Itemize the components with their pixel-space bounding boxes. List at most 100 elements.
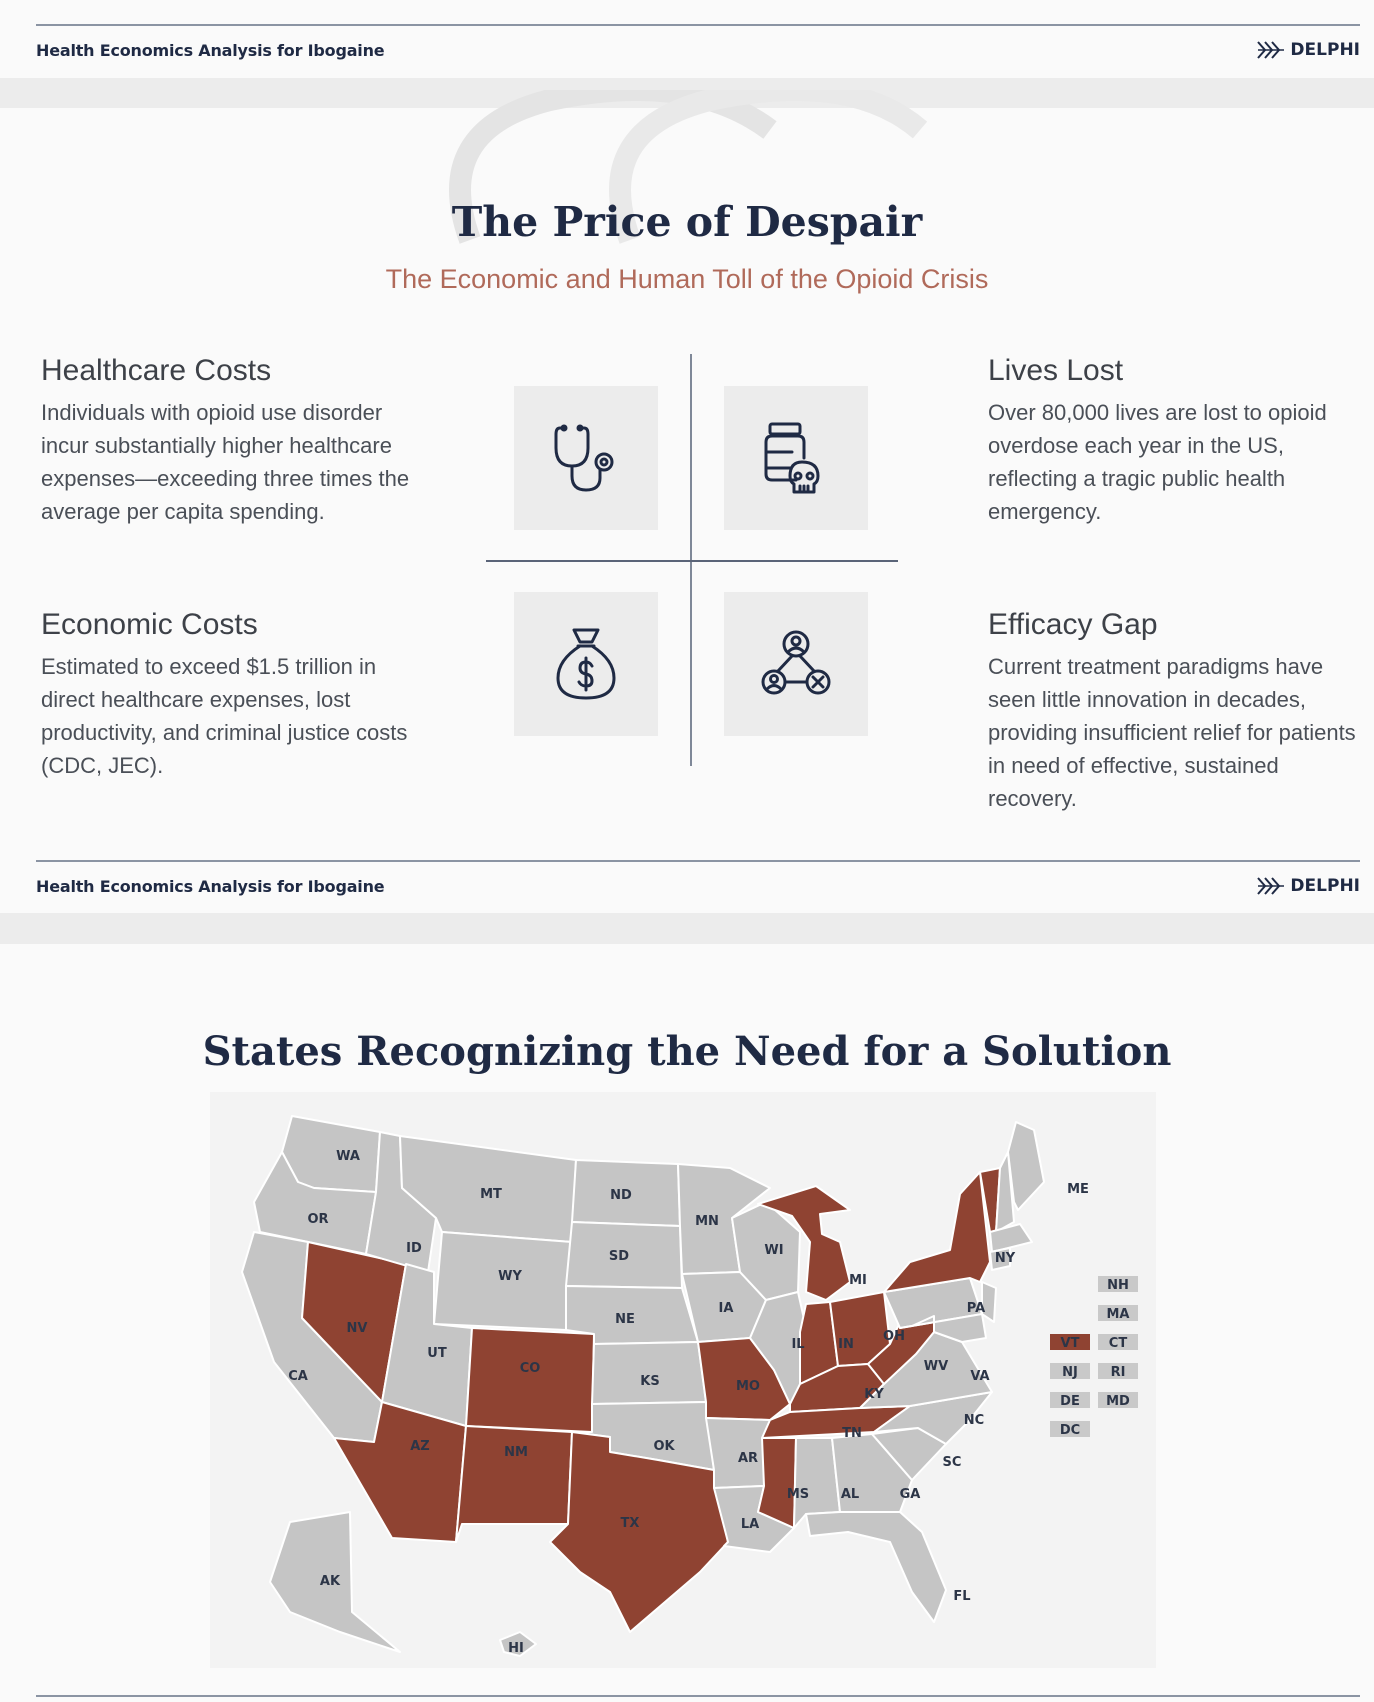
page-header-partial xyxy=(36,1695,1360,1702)
small-state-label-MA: MA xyxy=(1107,1307,1130,1322)
small-state-label-RI: RI xyxy=(1111,1365,1126,1380)
decorative-ring-icon xyxy=(449,90,928,244)
document-label: Health Economics Analysis for Ibogaine xyxy=(36,40,385,60)
small-state-box-NH[interactable] xyxy=(1098,1276,1138,1292)
chevrons-logo-icon xyxy=(1257,877,1285,895)
block-text: Current treatment paradigms have seen li… xyxy=(988,654,1356,811)
state-label-MI: MI xyxy=(849,1273,867,1288)
state-label-NY: NY xyxy=(995,1251,1016,1266)
state-AK[interactable] xyxy=(269,1511,401,1653)
state-label-UT: UT xyxy=(427,1346,447,1361)
state-NJ[interactable] xyxy=(981,1281,997,1323)
slide-title: The Price of Despair xyxy=(451,198,923,246)
state-label-MO: MO xyxy=(736,1379,760,1394)
state-ME[interactable] xyxy=(1007,1121,1045,1211)
lives-lost-block: Lives Lost Over 80,000 lives are lost to… xyxy=(988,354,1358,528)
us-map-svg: WA OR CA NV ID MT WY UT CO AZ NM ND SD N… xyxy=(241,1115,1138,1657)
state-label-IN: IN xyxy=(838,1337,854,1352)
state-label-OK: OK xyxy=(653,1439,675,1454)
money-bag-icon xyxy=(556,628,616,700)
small-state-box-MD[interactable] xyxy=(1098,1392,1138,1408)
state-label-ME: ME xyxy=(1067,1182,1089,1197)
small-state-box-RI[interactable] xyxy=(1098,1363,1138,1379)
state-label-SD: SD xyxy=(609,1249,629,1264)
state-MI[interactable] xyxy=(757,1185,851,1301)
slide-subtitle: The Economic and Human Toll of the Opioi… xyxy=(385,264,989,294)
icon-tile-lives-lost xyxy=(724,386,868,530)
state-MD[interactable] xyxy=(899,1313,987,1343)
slide-price-of-despair xyxy=(0,108,1374,846)
icon-tile-efficacy xyxy=(724,592,868,736)
state-label-TN: TN xyxy=(842,1426,862,1441)
state-HI[interactable] xyxy=(499,1631,537,1657)
slide-title: States Recognizing the Need for a Soluti… xyxy=(202,1028,1172,1075)
state-label-AL: AL xyxy=(841,1487,859,1502)
state-label-HI: HI xyxy=(508,1641,524,1656)
state-label-TX: TX xyxy=(621,1516,640,1531)
network-people-x-icon xyxy=(761,630,831,695)
state-label-WA: WA xyxy=(336,1149,360,1164)
small-state-box-DE[interactable] xyxy=(1050,1392,1090,1408)
state-label-KS: KS xyxy=(640,1374,659,1389)
state-label-WI: WI xyxy=(764,1243,783,1258)
small-state-box-DC[interactable] xyxy=(1050,1421,1090,1437)
small-state-box-CT[interactable] xyxy=(1098,1334,1138,1350)
small-state-label-MD: MD xyxy=(1106,1394,1130,1409)
state-label-AR: AR xyxy=(738,1451,758,1466)
brand-logo: DELPHI xyxy=(1256,39,1360,61)
state-MA[interactable] xyxy=(989,1223,1033,1253)
state-NY[interactable] xyxy=(883,1171,991,1293)
state-label-NM: NM xyxy=(504,1445,528,1460)
page-header: Health Economics Analysis for Ibogaine D… xyxy=(36,24,1360,74)
state-CT[interactable] xyxy=(989,1247,1011,1271)
state-label-OH: OH xyxy=(883,1329,905,1344)
block-heading: Economic Costs xyxy=(41,608,258,641)
block-heading: Healthcare Costs xyxy=(41,354,272,387)
small-state-label-DC: DC xyxy=(1060,1423,1080,1438)
economic-costs-block: Economic Costs Estimated to exceed $1.5 … xyxy=(41,608,431,782)
medicine-bottle-skull-icon xyxy=(764,422,820,494)
block-heading: Lives Lost xyxy=(988,354,1124,387)
state-GA[interactable] xyxy=(831,1433,913,1513)
brand-name: DELPHI xyxy=(1290,876,1360,896)
page-header: Health Economics Analysis for Ibogaine D… xyxy=(36,860,1360,910)
small-state-box-VT[interactable] xyxy=(1050,1334,1090,1350)
us-states-map: WA OR CA NV ID MT WY UT CO AZ NM ND SD N… xyxy=(210,1092,1156,1668)
state-TX[interactable] xyxy=(549,1431,729,1633)
stethoscope-icon xyxy=(554,424,614,492)
top-strip xyxy=(0,0,1374,78)
state-NM[interactable] xyxy=(455,1425,573,1543)
small-state-box-MA[interactable] xyxy=(1098,1305,1138,1321)
small-state-box-NJ[interactable] xyxy=(1050,1363,1090,1379)
state-label-OR: OR xyxy=(307,1212,328,1227)
state-FL[interactable] xyxy=(805,1511,947,1623)
small-state-label-NJ: NJ xyxy=(1062,1365,1078,1380)
state-label-NV: NV xyxy=(347,1321,368,1336)
state-label-MT: MT xyxy=(480,1187,502,1202)
block-text: Individuals with opioid use disorder inc… xyxy=(41,400,410,524)
state-label-IA: IA xyxy=(719,1301,734,1316)
middle-strip xyxy=(0,846,1374,913)
state-label-SC: SC xyxy=(943,1455,962,1470)
state-KS[interactable] xyxy=(591,1341,707,1405)
state-label-LA: LA xyxy=(741,1517,759,1532)
state-label-ID: ID xyxy=(406,1241,422,1256)
block-text: Estimated to exceed $1.5 trillion in dir… xyxy=(41,654,408,778)
state-label-NC: NC xyxy=(964,1413,984,1428)
state-CO[interactable] xyxy=(465,1327,595,1433)
state-label-MN: MN xyxy=(695,1214,719,1229)
state-MS[interactable] xyxy=(757,1437,797,1529)
chevrons-logo-icon xyxy=(1257,41,1285,59)
block-heading: Efficacy Gap xyxy=(988,608,1158,641)
small-state-label-NH: NH xyxy=(1107,1278,1129,1293)
state-label-ND: ND xyxy=(610,1188,632,1203)
small-state-label-VT: VT xyxy=(1061,1336,1080,1351)
healthcare-costs-block: Healthcare Costs Individuals with opioid… xyxy=(41,354,431,528)
state-label-CO: CO xyxy=(520,1361,541,1376)
state-label-NE: NE xyxy=(615,1312,635,1327)
state-label-IL: IL xyxy=(791,1337,804,1352)
state-label-WY: WY xyxy=(498,1269,522,1284)
document-label: Health Economics Analysis for Ibogaine xyxy=(36,876,385,896)
state-label-FL: FL xyxy=(953,1589,970,1604)
state-label-WV: WV xyxy=(924,1359,948,1374)
